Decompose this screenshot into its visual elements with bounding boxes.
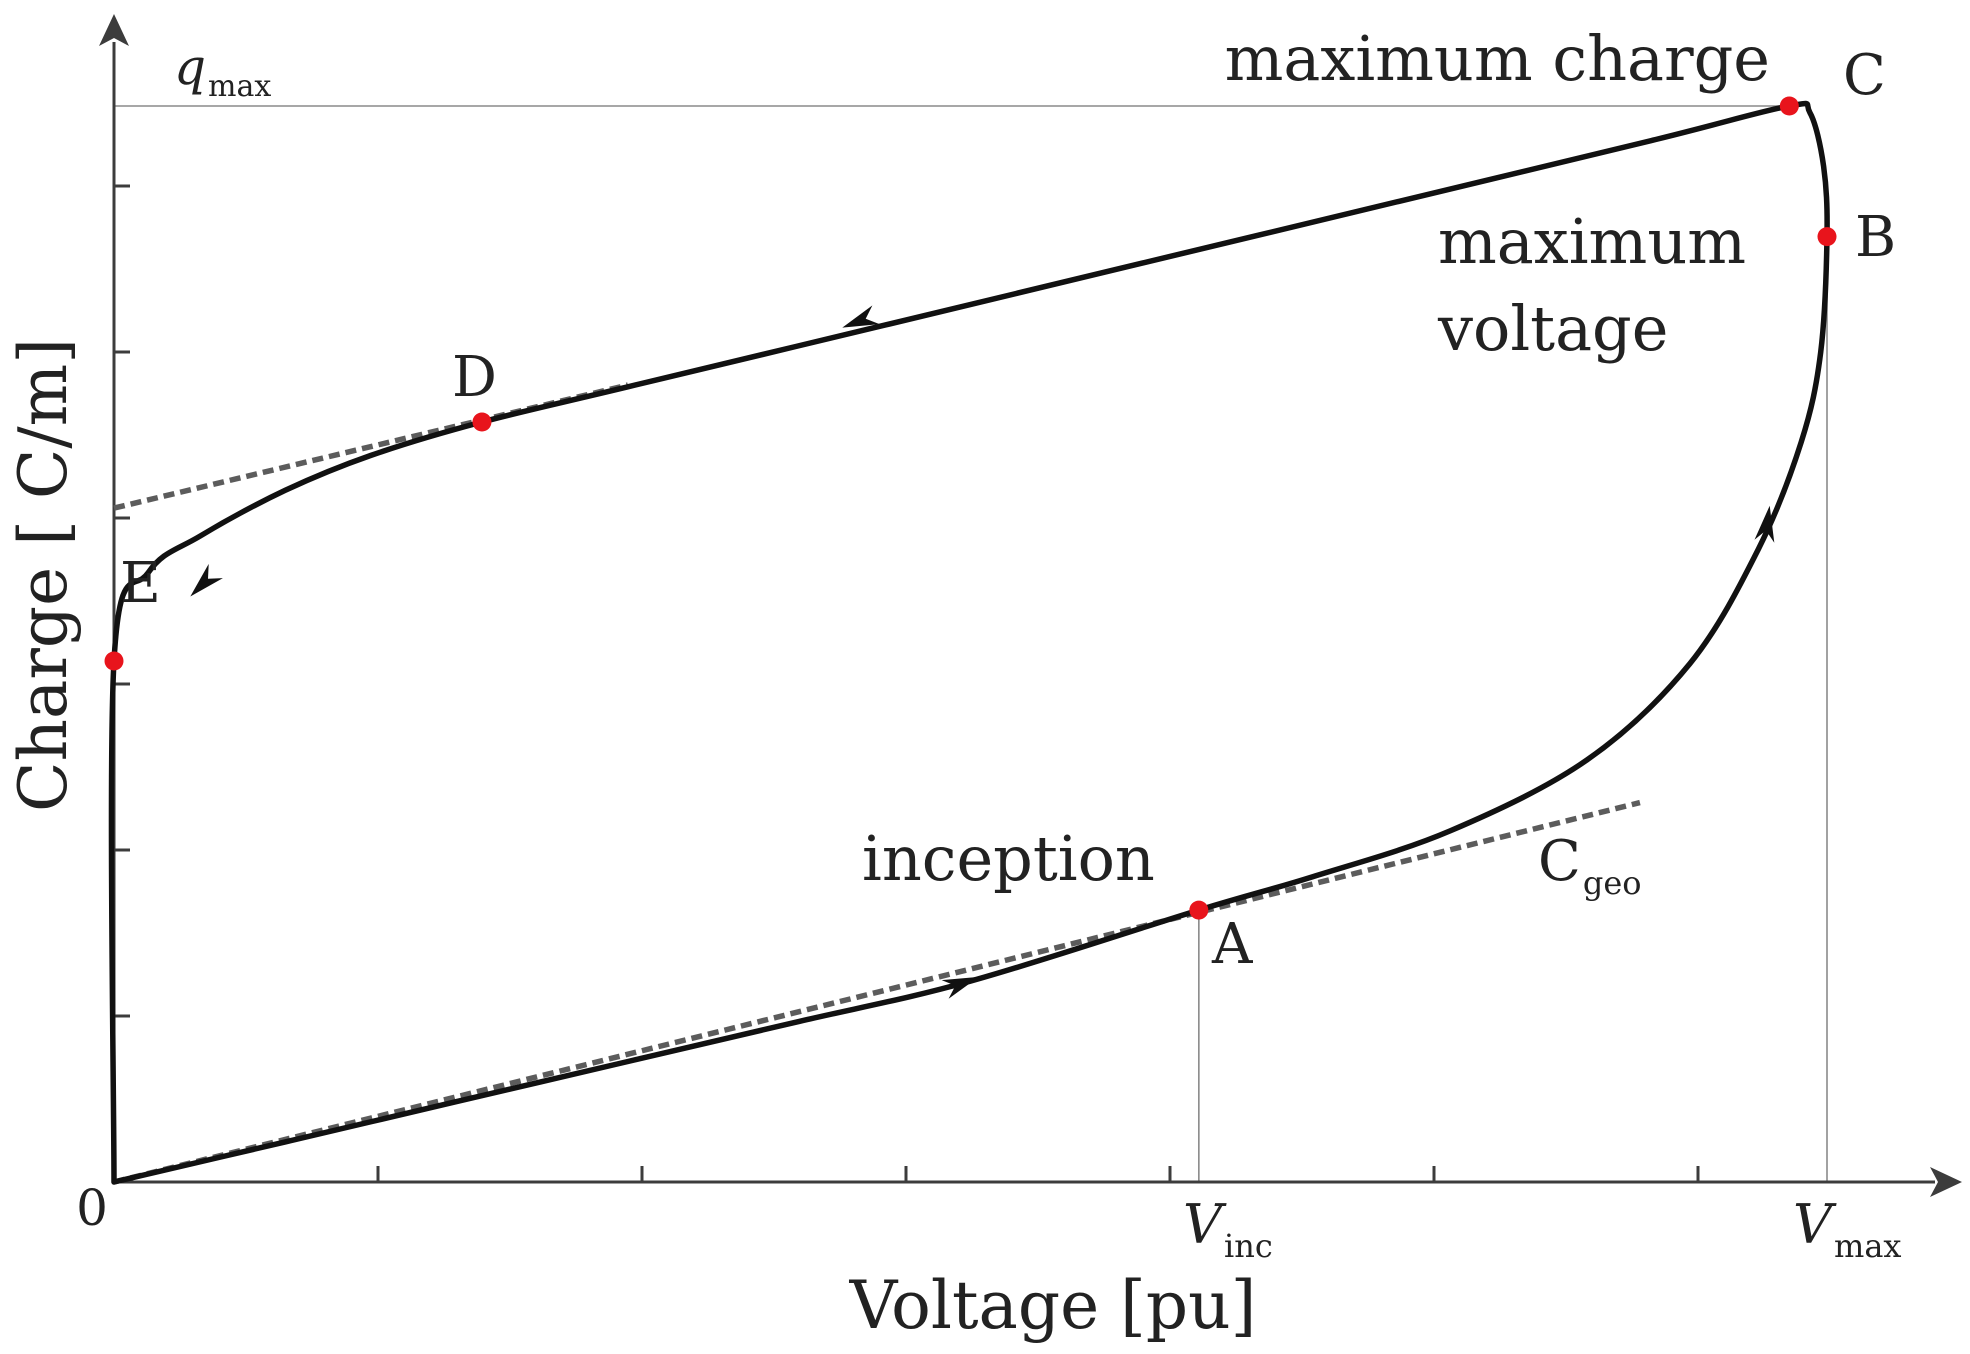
chart-text: 0 Vinc Vmax qmax Voltage [pu] Charge [ C… (5, 22, 1901, 1344)
direction-arrow-4 (190, 563, 223, 597)
point-label-d: D (452, 345, 497, 410)
x-tick-label-vmax: Vmax (1793, 1193, 1901, 1265)
y-axis-arrowhead (99, 14, 129, 46)
annotation-voltage: voltage (1437, 292, 1668, 365)
reference-lines (113, 382, 1641, 1185)
guide-lines (114, 105, 1828, 1182)
reference-line-2 (113, 382, 629, 511)
reference-line-1 (113, 799, 1641, 1185)
reference-label-cgeo: Cgeo (1538, 829, 1642, 902)
axes (99, 14, 1962, 1197)
hysteresis-curve-1 (108, 100, 1830, 1185)
series-layer (108, 100, 1830, 1185)
direction-arrow-1 (941, 976, 979, 999)
reference-label-cgeo-main: C (1538, 829, 1581, 894)
direction-arrow-3 (842, 305, 880, 328)
x-axis-title: Voltage [pu] (849, 1267, 1257, 1344)
y-axis-ticks (114, 184, 130, 1018)
point-label-e: E (120, 551, 161, 616)
annotation-maximum-charge: maximum charge (1225, 22, 1770, 95)
x-tick-label-vinc: Vinc (1183, 1193, 1273, 1265)
origin-label: 0 (76, 1179, 108, 1237)
point-marker-e (104, 651, 124, 671)
annotation-maximum: maximum (1438, 205, 1746, 278)
direction-arrows (190, 305, 1775, 999)
point-marker-d (472, 412, 492, 432)
y-axis-title: Charge [ C/m] (5, 338, 82, 812)
direction-arrow-2 (1754, 505, 1775, 543)
point-markers (104, 96, 1837, 920)
point-marker-a (1189, 900, 1209, 920)
point-label-b: B (1855, 205, 1896, 270)
x-axis-ticks (376, 1166, 1700, 1182)
y-tick-label-qmax: qmax (174, 38, 271, 104)
x-tick-label-vmax-sub: max (1834, 1227, 1901, 1265)
y-tick-label-qmax-sub: max (208, 69, 271, 104)
x-tick-label-vmax-main: V (1793, 1193, 1837, 1256)
y-tick-label-qmax-main: q (174, 38, 206, 96)
reference-label-cgeo-sub: geo (1583, 864, 1642, 902)
point-label-a: A (1211, 912, 1253, 977)
point-marker-c (1779, 96, 1799, 116)
x-tick-label-vinc-sub: inc (1224, 1227, 1273, 1265)
point-marker-b (1817, 227, 1837, 247)
point-label-c: C (1843, 43, 1886, 108)
annotation-inception: inception (862, 822, 1155, 895)
x-axis-arrowhead (1930, 1167, 1962, 1197)
x-tick-label-vinc-main: V (1183, 1193, 1227, 1256)
